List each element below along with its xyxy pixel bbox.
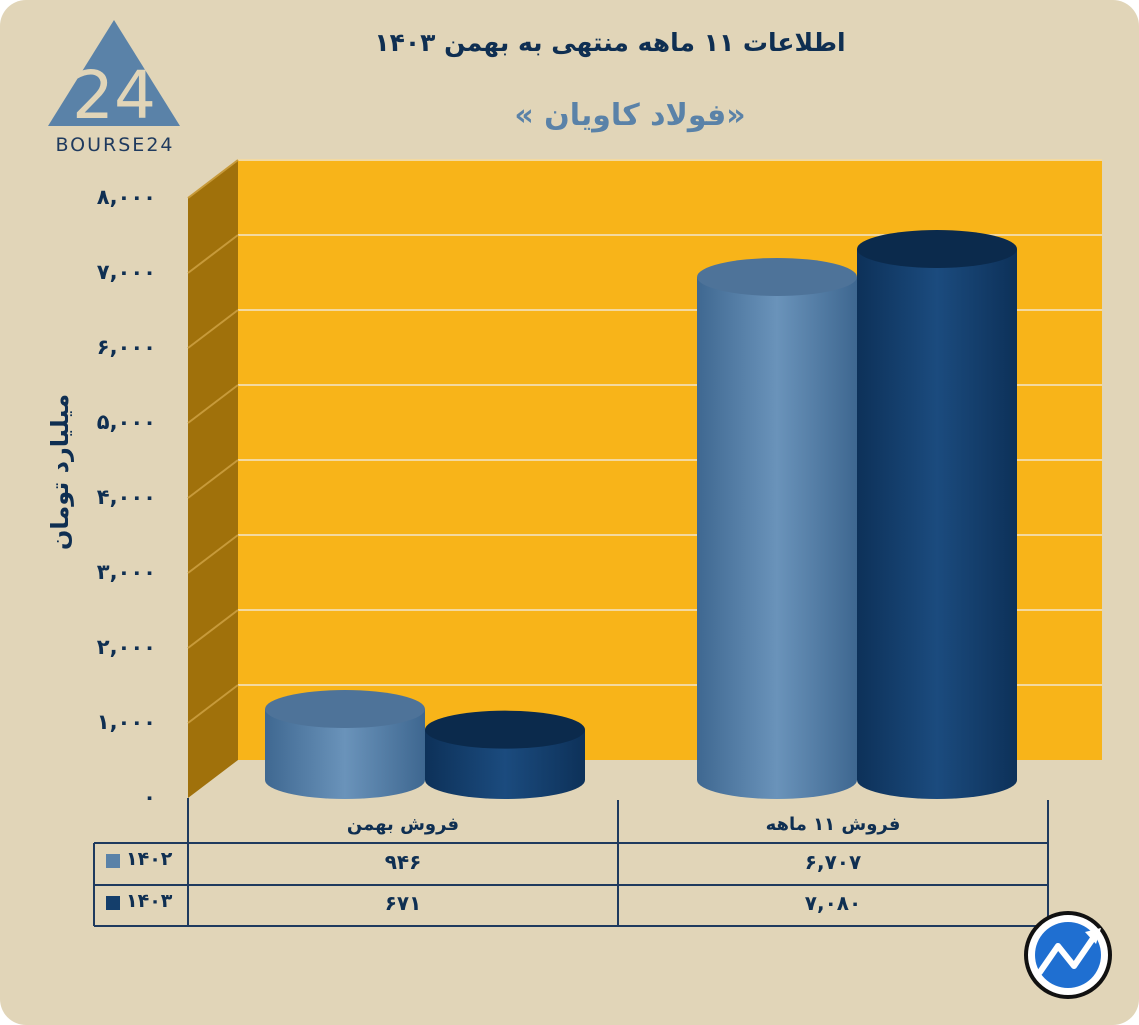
bar-top-۱۴۰۲-0 [697,257,857,296]
bar-۱۴۰۲-1 [265,709,425,799]
y-tick-0: ۰ [143,785,156,809]
gridline-side [187,159,239,199]
bar-top-۱۴۰۳-1 [425,710,585,749]
y-tick-4000: ۴,۰۰۰ [96,485,156,509]
y-tick-6000: ۶,۰۰۰ [96,335,156,359]
trend-arrow-icon [1024,911,1112,999]
y-tick-2000: ۲,۰۰۰ [96,635,156,659]
bourse24-logo: 24 [48,20,180,134]
logo-wordmark: BOURSE24 [55,134,175,156]
bar-۱۴۰۳-1 [425,729,585,799]
bar-۱۴۰۳-0 [857,249,1017,799]
value-1402-bahman: ۹۴۶ [384,850,422,874]
value-1403-11-months: ۷,۰۸۰ [804,891,862,915]
gridline-side [187,534,239,574]
chart-subtitle: «فولاد کاویان » [514,98,746,133]
y-tick-7000: ۷,۰۰۰ [96,260,156,284]
bars [265,230,1017,800]
y-tick-3000: ۳,۰۰۰ [96,560,156,584]
chart-title: اطلاعات ۱۱ ماهه منتهی به بهمن ۱۴۰۳ [374,28,846,57]
gridline-side [187,384,239,424]
y-tick-5000: ۵,۰۰۰ [96,410,156,434]
value-1402-11-months: ۶,۷۰۷ [804,850,862,874]
gridline-side [187,234,239,274]
y-tick-8000: ۸,۰۰۰ [96,185,156,209]
legend-swatch-1403 [106,896,120,910]
legend-swatch-1402 [106,854,120,868]
gridline-side [187,684,239,724]
data-table-grid [93,798,1049,927]
legend-label-1402: ۱۴۰۲ [126,848,173,870]
category-label-bahman: فروش بهمن [346,814,460,835]
category-label-11-months: فروش ۱۱ ماهه [765,814,901,835]
gridline-side [187,309,239,349]
gridline-side [187,459,239,499]
value-1403-bahman: ۶۷۱ [384,891,422,915]
bar-top-۱۴۰۳-0 [857,230,1017,268]
bar-top-۱۴۰۲-1 [265,690,425,729]
y-tick-1000: ۱,۰۰۰ [96,710,156,734]
gridline-side [187,609,239,649]
legend-label-1403: ۱۴۰۳ [126,890,173,912]
bar-۱۴۰۲-0 [697,276,857,800]
svg-text:24: 24 [72,57,156,134]
